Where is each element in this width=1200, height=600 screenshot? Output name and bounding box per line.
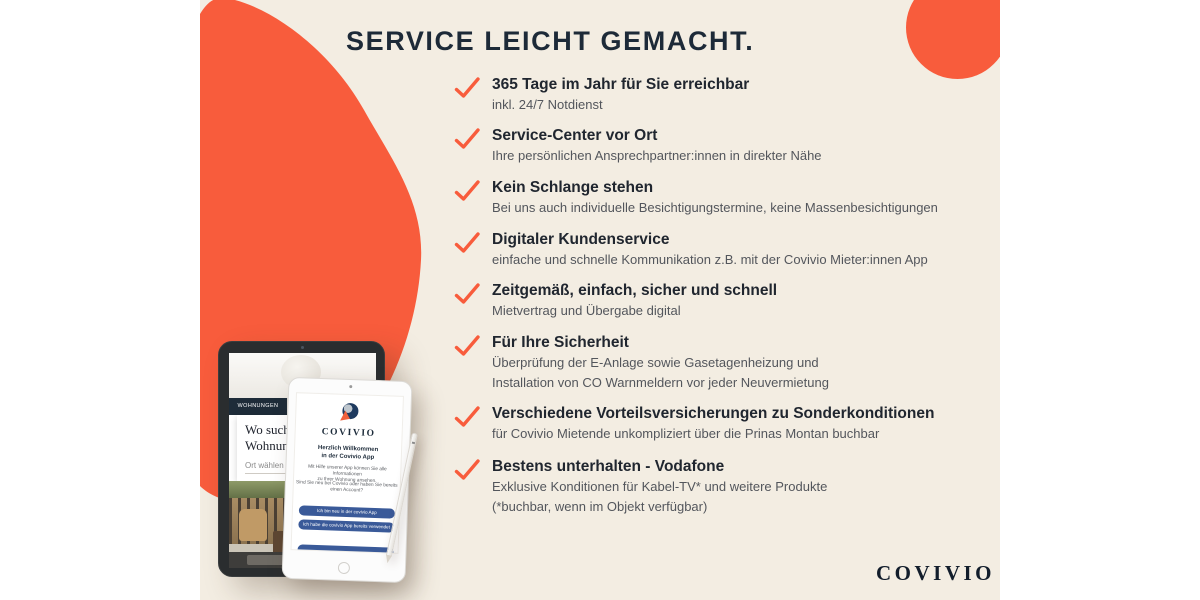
item-heading: Digitaler Kundenservice [492,231,670,248]
item-description: Überprüfung der E-Anlage sowie Gasetagen… [492,355,819,370]
page-title: SERVICE LEICHT GEMACHT. [346,26,755,56]
item-description: (*buchbar, wenn im Objekt verfügbar) [492,498,708,514]
app-button-partial [297,544,394,554]
item-description: Exklusive Konditionen für Kabel-TV* und … [492,479,828,494]
checklist-item: Digitaler Kundenservice einfache und sch… [454,230,974,270]
app-button-new-user: Ich bin neu in der covivio App [298,505,396,519]
item-description: einfache und schnelle Kommunikation z.B.… [492,252,928,267]
search-heading: Wohnung [245,438,296,453]
checklist-item: 365 Tage im Jahr für Sie erreichbar inkl… [454,75,974,115]
tablet-app-screen: COVIVIO Herzlich Willkommen in der Coviv… [290,392,404,554]
checkmark-icon [454,406,480,427]
pencil-engraving [411,441,416,445]
search-heading: Wo suche [245,422,296,437]
checkmark-icon [454,335,480,356]
tablet-app-mockup: COVIVIO Herzlich Willkommen in der Coviv… [281,376,413,584]
checkmark-icon [454,232,480,253]
item-heading: Kein Schlange stehen [492,179,654,196]
checkmark-icon [454,77,480,98]
item-heading: Bestens unterhalten - Vodafone [492,458,725,475]
covivio-wordmark: COVIVIO [321,427,376,439]
app-paragraph: Sind Sie neu bei Covivio oder haben Sie … [295,480,398,494]
item-heading: Verschiedene Vorteilsversicherungen zu S… [492,405,935,422]
chair [239,509,267,541]
checkmark-icon [454,180,480,201]
camera-dot [300,346,304,349]
item-description: Mietvertrag und Übergabe digital [492,303,681,318]
checklist-item: Zeitgemäß, einfach, sicher und schnell M… [454,281,974,321]
checkmark-icon [454,128,480,149]
checkmark-icon [454,283,480,304]
camera-dot [349,385,353,389]
item-description: für Covivio Mietende unkompliziert über … [492,426,880,441]
checklist-item: Für Ihre Sicherheit Überprüfung der E-An… [454,333,974,392]
item-heading: Für Ihre Sicherheit [492,334,629,351]
item-description: Bei uns auch individuelle Besichtigungst… [492,200,938,215]
covivio-logo: COVIVIO [876,561,996,585]
checklist-item: Verschiedene Vorteilsversicherungen zu S… [454,404,974,444]
item-description: inkl. 24/7 Notdienst [492,97,603,112]
item-heading: Service-Center vor Ort [492,127,658,144]
checklist-item: Kein Schlange stehen Bei uns auch indivi… [454,178,974,218]
checklist-item: Bestens unterhalten - Vodafone Exklusive… [454,457,974,516]
checkmark-icon [454,459,480,480]
item-description: Ihre persönlichen Ansprechpartner:innen … [492,148,822,163]
home-button [337,561,351,575]
covivio-app-icon [338,402,361,424]
checklist: 365 Tage im Jahr für Sie erreichbar inkl… [200,0,1000,600]
item-heading: 365 Tage im Jahr für Sie erreichbar [492,76,750,93]
app-button-existing-user: Ich habe die covivio App bereits verwend… [298,519,395,533]
checklist-item: Service-Center vor Ort Ihre persönlichen… [454,126,974,166]
item-description: Installation von CO Warnmeldern vor jede… [492,374,829,390]
orange-wedge-icon [338,410,350,421]
content-panel: SERVICE LEICHT GEMACHT. 365 Tage im Jahr… [200,0,1000,600]
item-heading: Zeitgemäß, einfach, sicher und schnell [492,282,778,299]
tab-wohnungen: WOHNUNGEN [229,398,287,415]
location-input: Ort wählen [245,461,317,474]
welcome-text: Herzlich Willkommen in der Covivio App [317,444,379,461]
